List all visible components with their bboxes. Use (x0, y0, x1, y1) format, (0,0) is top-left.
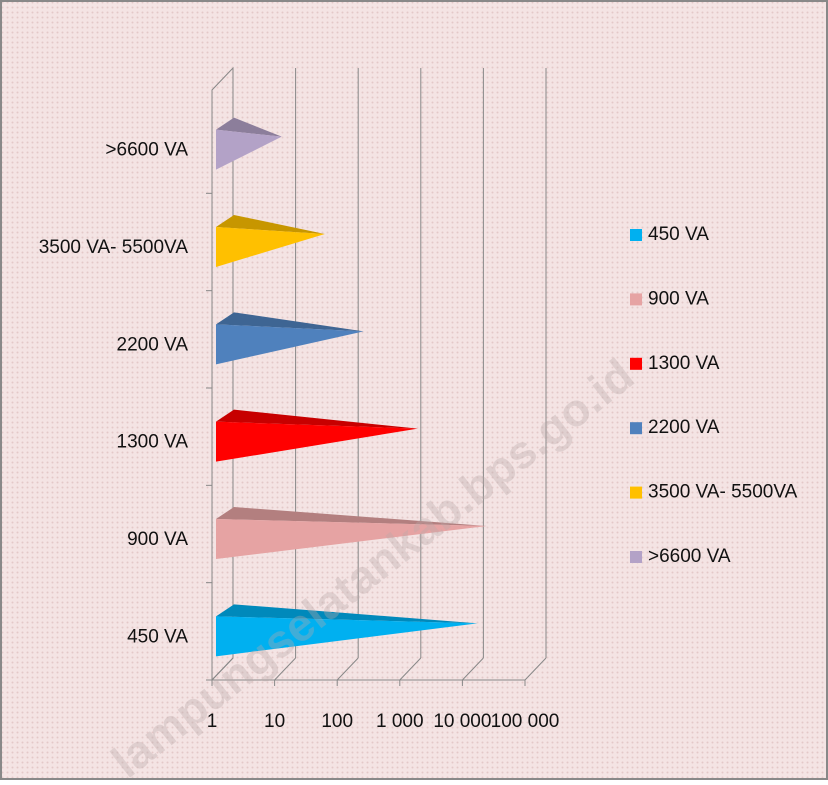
bar (216, 129, 282, 170)
bar (216, 324, 364, 365)
y-tick-label: 3500 VA- 5500VA (39, 237, 189, 258)
bar (216, 227, 325, 267)
legend-label: 3500 VA- 5500VA (648, 482, 798, 503)
grid-floor (274, 657, 296, 681)
x-tick-label: 10 000 (433, 711, 491, 732)
x-tick-label: 100 (321, 711, 353, 732)
bar-top (216, 507, 487, 526)
legend-label: 900 VA (648, 288, 709, 309)
x-tick-label: 1 (207, 711, 218, 732)
legend-swatch (630, 551, 642, 563)
bar-top (216, 117, 282, 137)
grid-floor (524, 657, 547, 681)
x-tick-label: 1 000 (376, 711, 424, 732)
bar (216, 421, 418, 462)
legend-swatch (630, 229, 642, 241)
legend-label: 2200 VA (648, 417, 720, 438)
bar-top (216, 215, 325, 234)
legend-swatch (630, 293, 642, 306)
bar-top (216, 604, 478, 624)
legend-swatch (630, 422, 642, 435)
bar-top (216, 409, 418, 429)
y-tick-label: 1300 VA (117, 432, 189, 453)
legend-label: >6600 VA (648, 546, 731, 567)
grid-floor (462, 657, 484, 681)
bar-top (216, 312, 364, 332)
x-tick-label: 100 000 (491, 711, 560, 732)
legend-swatch (630, 486, 642, 499)
legend-label: 1300 VA (648, 353, 720, 374)
y-tick-label: 2200 VA (117, 334, 189, 355)
y-tick-label: 450 VA (127, 626, 188, 647)
legend-swatch (630, 357, 642, 370)
legend-label: 450 VA (648, 224, 709, 245)
bar (216, 519, 487, 559)
grid-floor (399, 657, 422, 681)
bar (216, 616, 478, 657)
y-tick-label: 900 VA (127, 529, 188, 550)
y-tick-label: >6600 VA (105, 140, 188, 161)
grid-floor (336, 657, 359, 681)
grid-floor (211, 657, 234, 681)
x-tick-label: 10 (264, 711, 285, 732)
